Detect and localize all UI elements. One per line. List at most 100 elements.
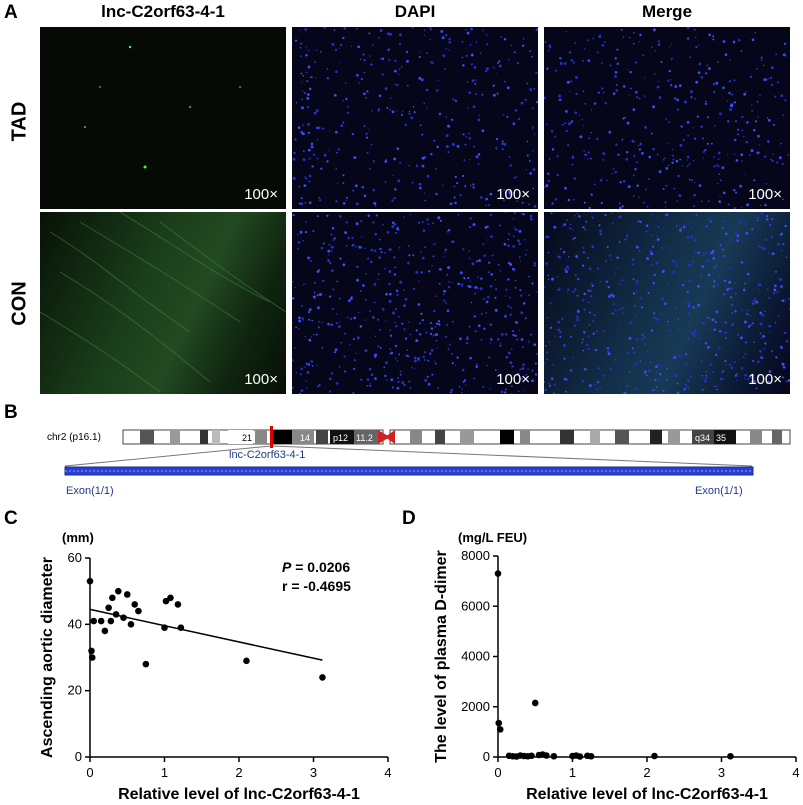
column-title-dapi: DAPI — [394, 2, 436, 21]
data-point — [101, 627, 109, 635]
y-tick-label: 0 — [483, 749, 490, 764]
y-tick-label: 2000 — [461, 699, 490, 714]
data-point — [135, 607, 142, 615]
magnification-label: 100× — [244, 371, 278, 388]
exon-label-left: Exon(1/1) — [66, 485, 114, 497]
scatter-chart-d: 0 1 2 3 4 0 2000 4000 6000 8000 Relative level of … — [433, 530, 800, 803]
chromosome-ideogram: chr2 (p16.1) 21 14 p12 11.2 q34 35 lnc-C… — [47, 426, 791, 497]
data-point — [494, 570, 502, 577]
gene-locus-marker — [270, 426, 273, 448]
data-point — [142, 660, 150, 668]
x-tick-label: 0 — [86, 765, 93, 780]
y-axis-label: The level of plasma D-dimer — [433, 550, 450, 763]
data-point — [127, 621, 135, 628]
nuclei-dots — [292, 212, 538, 394]
chromosome-label: chr2 (p16.1) — [47, 432, 101, 443]
column-title-merge: Merge — [641, 2, 693, 21]
band-label: 11.2 — [356, 433, 373, 443]
magnification-label: 100× — [496, 186, 530, 203]
band-label: 35 — [716, 433, 726, 443]
y-tick-label: 40 — [68, 616, 82, 631]
r-value-label: r = -0.4695 — [282, 578, 351, 594]
x-tick-label: 3 — [718, 765, 725, 780]
micrograph-tad-dapi: 100× — [292, 27, 538, 209]
data-point — [495, 719, 503, 727]
magnification-label: 100× — [244, 186, 278, 203]
y-tick-label: 4000 — [461, 649, 490, 664]
row-label-tad: TAD — [8, 101, 31, 142]
data-point — [88, 654, 96, 661]
chromosome-bar — [122, 429, 791, 445]
green-signal-spots — [84, 45, 241, 169]
magnification-label: 100× — [496, 371, 530, 388]
x-tick-label: 3 — [310, 765, 317, 780]
zoom-line-right — [272, 445, 753, 467]
micrograph-con-dapi: 100× — [292, 212, 538, 394]
data-point — [528, 752, 535, 760]
data-point — [86, 577, 94, 585]
data-point — [496, 726, 504, 733]
panel-letter-b: B — [4, 402, 18, 423]
data-point — [727, 752, 734, 760]
data-point — [90, 617, 98, 625]
zoom-line-left — [64, 445, 272, 467]
magnification-label: 100× — [748, 371, 782, 388]
regression-line — [89, 608, 323, 661]
x-tick-label: 1 — [161, 765, 168, 780]
data-point — [112, 611, 120, 618]
panel-letter-d: D — [402, 508, 416, 529]
magnification-label: 100× — [748, 186, 782, 203]
data-point — [97, 617, 105, 625]
y-tick-label: 6000 — [461, 598, 490, 613]
data-point — [651, 752, 658, 760]
x-tick-label: 0 — [494, 765, 501, 780]
column-title-lnc: lnc-C2orf63-4-1 — [101, 2, 225, 21]
data-point — [243, 657, 250, 665]
data-point — [174, 601, 182, 608]
green-fibers — [40, 212, 286, 393]
y-tick-label: 8000 — [461, 548, 490, 563]
data-point — [109, 594, 116, 602]
data-point — [177, 624, 185, 631]
micrograph-tad-merge: 100× — [544, 27, 790, 209]
data-point — [120, 614, 127, 621]
band-label: p12 — [333, 433, 348, 443]
panel-letter-c: C — [4, 508, 18, 529]
data-point — [531, 699, 539, 707]
x-tick-label: 1 — [569, 765, 576, 780]
data-point — [123, 591, 131, 598]
y-tick-label: 60 — [68, 550, 82, 565]
data-point — [587, 752, 595, 760]
band-label: 14 — [300, 433, 310, 443]
panel-letter-a: A — [4, 2, 18, 23]
gene-label: lnc-C2orf63-4-1 — [229, 449, 305, 461]
x-tick-label: 4 — [792, 765, 799, 780]
band-label: 21 — [242, 433, 252, 443]
micrograph-con-lnc: 100× — [40, 212, 286, 394]
unit-label: (mm) — [62, 530, 94, 545]
data-point — [105, 604, 112, 612]
x-axis-label: Relative level of lnc-C2orf63-4-1 — [118, 786, 360, 803]
data-point — [550, 752, 558, 760]
data-point — [167, 594, 174, 602]
y-tick-label: 20 — [68, 683, 82, 698]
nuclei-dots — [544, 212, 790, 394]
micrograph-con-merge: 100× — [544, 212, 790, 394]
y-axis-label: Ascending aortic diameter — [39, 557, 56, 758]
y-tick-label: 0 — [75, 749, 82, 764]
band-label: q34 — [695, 433, 710, 443]
exon-label-right: Exon(1/1) — [695, 485, 743, 497]
nuclei-dots — [292, 27, 538, 208]
p-value-label: P = 0.0206 — [282, 559, 350, 575]
data-point — [115, 587, 122, 595]
micrograph-tad-lnc: 100× — [40, 27, 286, 209]
data-point — [319, 674, 326, 681]
x-axis-label: Relative level of lnc-C2orf63-4-1 — [526, 786, 768, 803]
data-point — [131, 601, 138, 608]
x-tick-label: 2 — [235, 765, 242, 780]
x-tick-label: 2 — [643, 765, 650, 780]
data-point — [161, 624, 168, 631]
x-tick-label: 4 — [384, 765, 391, 780]
nuclei-dots — [544, 27, 790, 209]
